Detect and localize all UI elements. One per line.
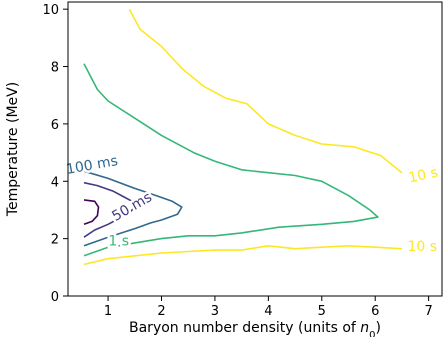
x-axis-label: Baryon number density (units of n0) [129, 320, 381, 337]
contour-line-2 [83, 63, 379, 257]
contour-line-5 [83, 199, 100, 226]
tick-layer: 1 2 3 4 5 6 7 0 2 4 6 8 10 [42, 3, 432, 319]
x-tick-label: 2 [157, 304, 165, 319]
contour-label-halo-1: 10 s [407, 239, 437, 255]
contour-line-0 [128, 8, 403, 174]
contour-line-1 [83, 245, 402, 266]
contour-line-3 [83, 170, 183, 247]
y-tick-label: 8 [51, 61, 59, 76]
y-tick-label: 0 [51, 290, 59, 305]
y-axis-label: Temperature (MeV) [5, 82, 21, 217]
plot-frame [67, 1, 443, 297]
contour-label-2: 1 s [108, 234, 129, 250]
contour-layer [83, 8, 403, 266]
contour-line-4 [83, 181, 136, 238]
x-tick-label: 5 [318, 304, 326, 319]
y-tick-label: 2 [51, 233, 59, 248]
x-tick-label: 1 [104, 304, 112, 319]
contour-label-1: 10 s [407, 239, 437, 255]
x-tick-label: 4 [264, 304, 272, 319]
x-tick-label: 6 [371, 304, 379, 319]
x-tick-label: 7 [425, 304, 433, 319]
contour-label-4: 50 ms [109, 189, 154, 224]
contour-label-halo-2: 1 s [108, 234, 129, 250]
y-tick-label: 4 [51, 175, 59, 190]
contour-label-0: 10 s [407, 165, 439, 187]
y-tick-label: 10 [42, 3, 59, 18]
y-tick-label: 6 [51, 118, 59, 133]
x-tick-label: 3 [211, 304, 219, 319]
